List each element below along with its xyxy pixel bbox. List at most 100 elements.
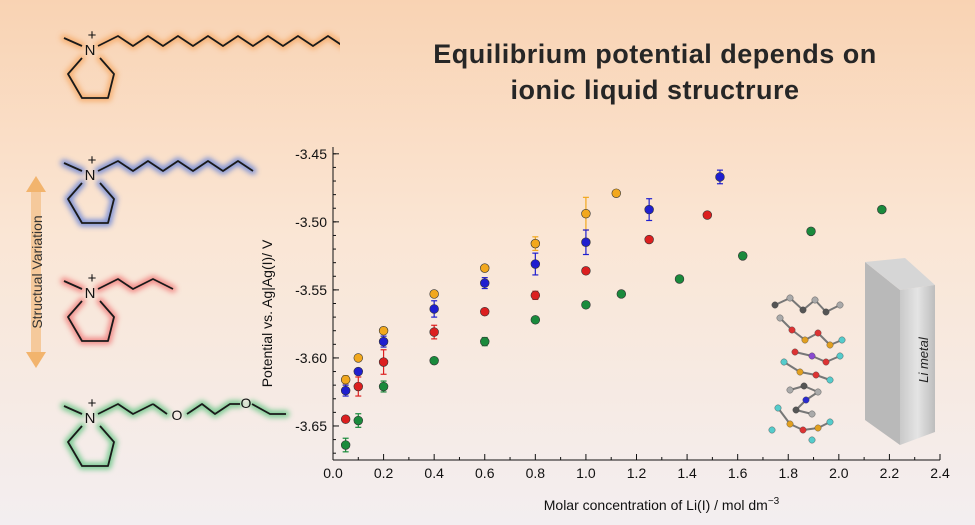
- series-3: [340, 204, 887, 453]
- atom: [774, 404, 782, 412]
- atom: [814, 388, 822, 396]
- data-point: [581, 208, 591, 219]
- atom: [768, 426, 776, 434]
- atom: [786, 294, 794, 302]
- atom: [808, 410, 816, 418]
- atom: [808, 352, 816, 360]
- atom: [799, 306, 807, 314]
- atom: [836, 352, 844, 360]
- nitrogen-atom-label: N: [85, 410, 96, 427]
- li-slab-face: [900, 285, 935, 445]
- data-point: [644, 234, 654, 245]
- data-point: [738, 251, 748, 261]
- x-tick-label: 2.2: [880, 465, 900, 481]
- x-tick-label: 1.4: [677, 465, 697, 481]
- x-tick-label: 2.0: [829, 465, 849, 481]
- title-line-1: Equilibrium potential depends on: [433, 39, 877, 69]
- data-point: [340, 440, 351, 450]
- y-tick-label: -3.60: [295, 350, 327, 366]
- atom: [811, 296, 819, 304]
- data-point: [340, 414, 351, 424]
- atom: [776, 314, 784, 322]
- x-tick-label: 1.8: [779, 465, 799, 481]
- y-tick-label: -3.50: [295, 214, 327, 230]
- series-2: [340, 210, 713, 424]
- molecule-bonds: [63, 160, 254, 224]
- molecule-methoxyethoxyethyl-pyrrolidinium: N+ O O: [60, 395, 290, 470]
- data-point: [702, 210, 713, 220]
- axes: 0.0 0.2 0.4 0.6 0.8 1.0 1.2 1.4 1.6 1.8 2.0 2.2 2.4 -…: [259, 146, 950, 513]
- data-point: [480, 278, 490, 288]
- atom: [836, 301, 844, 309]
- series-0: [340, 188, 621, 385]
- data-point: [674, 274, 685, 284]
- x-axis-label: Molar concentration of Li(I) / mol dm−3: [544, 496, 780, 513]
- data-point: [378, 357, 389, 367]
- atom: [812, 371, 820, 379]
- title-line-2: ionic liquid structrure: [510, 75, 800, 105]
- charge-label: +: [88, 152, 97, 169]
- atom: [802, 396, 810, 404]
- figure-title: Equilibrium potential depends on ionic l…: [395, 36, 915, 108]
- y-tick-label: -3.45: [295, 146, 327, 162]
- atom: [826, 341, 834, 349]
- atom: [814, 329, 822, 337]
- li-slab-side: [865, 262, 900, 445]
- data-point: [480, 263, 490, 273]
- atom: [826, 418, 834, 426]
- atom: [792, 406, 800, 414]
- data-point: [429, 327, 439, 337]
- data-series: [340, 169, 887, 453]
- data-point: [340, 385, 351, 396]
- data-point: [581, 300, 591, 310]
- y-tick-label: -3.65: [295, 418, 327, 434]
- atom: [786, 386, 794, 394]
- data-point: [581, 266, 591, 276]
- data-point: [581, 237, 591, 247]
- atom: [771, 301, 779, 309]
- nitrogen-atom-label: N: [85, 285, 96, 302]
- atom: [838, 336, 846, 344]
- data-point: [353, 381, 363, 392]
- x-tick-label: 0.6: [475, 465, 495, 481]
- data-point: [530, 290, 541, 301]
- x-tick-label: 1.0: [576, 465, 596, 481]
- data-point: [340, 375, 351, 385]
- li-metal-label: Li metal: [916, 336, 931, 383]
- molecule-panel: N+N+N+N+OO: [26, 27, 340, 470]
- x-tick-label: 1.2: [627, 465, 647, 481]
- charge-label: +: [88, 270, 97, 287]
- atom: [788, 326, 796, 334]
- oxygen-atom-label: O: [172, 407, 183, 423]
- oxygen-atom-label: O: [241, 395, 252, 411]
- data-point: [530, 238, 541, 249]
- data-point: [429, 289, 439, 299]
- data-point: [353, 366, 363, 377]
- data-point: [378, 336, 389, 347]
- nitrogen-atom-label: N: [85, 167, 96, 184]
- molecule-bonds: [63, 35, 340, 99]
- data-point: [530, 315, 541, 325]
- atom: [826, 376, 834, 384]
- y-tick-label: -3.55: [295, 282, 327, 298]
- data-point: [480, 306, 490, 317]
- y-axis-label: Potential vs. Ag|Ag(I)/ V: [259, 239, 275, 387]
- molecule-decyl-pyrrolidinium: N+: [60, 27, 340, 102]
- data-point: [715, 172, 725, 182]
- charge-label: +: [88, 395, 97, 412]
- atom: [808, 436, 816, 444]
- x-tick-label: 2.4: [930, 465, 950, 481]
- x-tick-label: 0.2: [374, 465, 394, 481]
- molecule-bonds: [63, 403, 286, 467]
- atom: [780, 358, 788, 366]
- data-point: [611, 188, 621, 198]
- atom: [786, 420, 794, 428]
- data-point: [806, 226, 816, 237]
- atom: [822, 308, 830, 316]
- series-1: [340, 169, 725, 397]
- data-point: [616, 289, 627, 299]
- atom: [800, 382, 808, 390]
- x-axis-label-superscript: −3: [768, 496, 780, 507]
- data-point: [378, 326, 389, 336]
- atom: [814, 424, 822, 432]
